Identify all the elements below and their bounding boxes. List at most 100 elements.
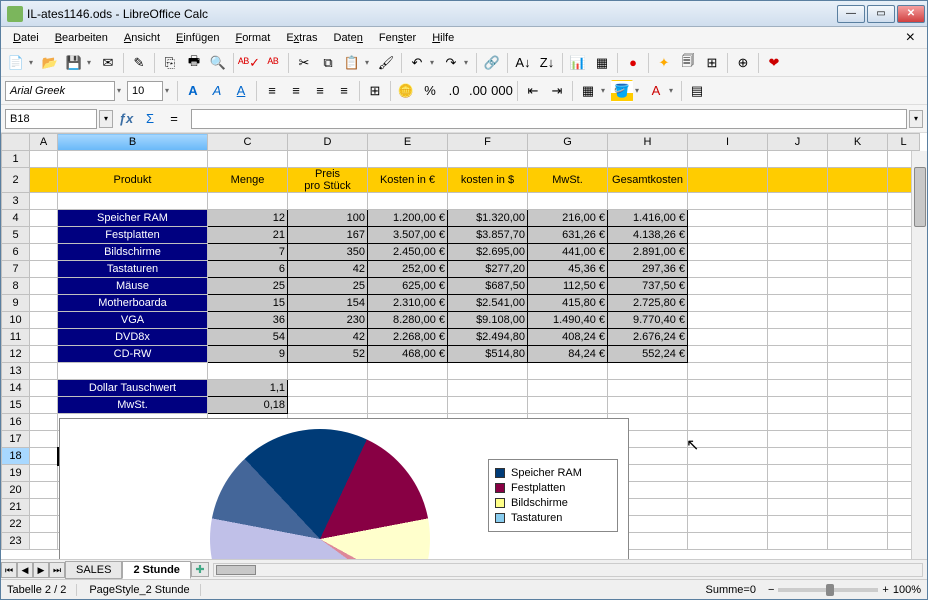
link-icon[interactable]: 🔗 (481, 52, 503, 74)
chart-icon[interactable]: 📊 (567, 52, 589, 74)
row-header-22[interactable]: 22 (2, 516, 30, 533)
col-header-I[interactable]: I (688, 134, 768, 151)
col-header-K[interactable]: K (828, 134, 888, 151)
decimal-del-icon[interactable]: .00 (467, 80, 489, 102)
row-header-13[interactable]: 13 (2, 363, 30, 380)
undo-icon[interactable]: ↶ (406, 52, 428, 74)
edit-icon[interactable]: ✎ (128, 52, 150, 74)
tab-2stunde[interactable]: 2 Stunde (122, 561, 190, 579)
nav-icon[interactable]: ✦ (653, 52, 675, 74)
percent-icon[interactable]: % (419, 80, 441, 102)
currency-icon[interactable]: 🪙 (395, 80, 417, 102)
open-icon[interactable]: 📂 (39, 52, 61, 74)
datasources-icon[interactable]: ⊞ (701, 52, 723, 74)
row-header-3[interactable]: 3 (2, 193, 30, 210)
mail-icon[interactable]: ✉ (97, 52, 119, 74)
equals-icon[interactable]: = (163, 108, 185, 130)
indent-inc-icon[interactable]: ⇥ (546, 80, 568, 102)
menu-format[interactable]: Format (229, 30, 276, 46)
merge-icon[interactable]: ⊞ (364, 80, 386, 102)
row-header-23[interactable]: 23 (2, 533, 30, 550)
horizontal-scrollbar[interactable] (213, 563, 923, 577)
col-header-D[interactable]: D (288, 134, 368, 151)
save-icon[interactable]: 💾 (63, 52, 85, 74)
col-header-E[interactable]: E (368, 134, 448, 151)
tab-prev-icon[interactable]: ◀ (17, 562, 33, 578)
col-header-C[interactable]: C (208, 134, 288, 151)
new-icon[interactable]: 📄 (5, 52, 27, 74)
col-header-L[interactable]: L (888, 134, 920, 151)
doc-close-button[interactable]: × (900, 29, 921, 47)
function-wizard-icon[interactable]: ƒx (115, 108, 137, 130)
bold-icon[interactable]: A (182, 80, 204, 102)
formula-input[interactable] (191, 109, 907, 129)
spellcheck-icon[interactable]: ᴬᴮ✓ (238, 52, 260, 74)
font-size-combo[interactable]: 10 (127, 81, 163, 101)
menu-fenster[interactable]: Fenster (373, 30, 422, 46)
copy-icon[interactable]: ⧉ (317, 52, 339, 74)
bgcolor-icon[interactable]: 🪣 (611, 80, 633, 102)
col-header-B[interactable]: B (58, 134, 208, 151)
align-right-icon[interactable]: ≡ (309, 80, 331, 102)
vertical-scrollbar[interactable] (911, 151, 927, 559)
zoom-slider[interactable] (778, 588, 878, 592)
redo-icon[interactable]: ↷ (440, 52, 462, 74)
borders-icon[interactable]: ▦ (577, 80, 599, 102)
sum-icon[interactable]: Σ (139, 108, 161, 130)
tab-first-icon[interactable]: ⏮ (1, 562, 17, 578)
chart-object[interactable]: Speicher RAMFestplattenBildschirmeTastat… (59, 418, 629, 559)
find-icon[interactable]: ● (622, 52, 644, 74)
sort-asc-icon[interactable]: A↓ (512, 52, 534, 74)
cut-icon[interactable]: ✂ (293, 52, 315, 74)
menu-bearbeiten[interactable]: Bearbeiten (49, 30, 114, 46)
name-box-drop[interactable]: ▾ (99, 110, 113, 128)
col-header-F[interactable]: F (448, 134, 528, 151)
row-header-20[interactable]: 20 (2, 482, 30, 499)
preview-icon[interactable]: 🔍 (207, 52, 229, 74)
col-header-H[interactable]: H (608, 134, 688, 151)
menu-einfuegen[interactable]: Einfügen (170, 30, 225, 46)
gallery-icon[interactable]: 🗐 (677, 52, 699, 74)
row-header-18[interactable]: 18 (2, 448, 30, 465)
row-header-16[interactable]: 16 (2, 414, 30, 431)
autospell-icon[interactable]: ᴬᴮ (262, 52, 284, 74)
row-header-1[interactable]: 1 (2, 151, 30, 168)
sort-desc-icon[interactable]: Z↓ (536, 52, 558, 74)
thousands-icon[interactable]: 000 (491, 80, 513, 102)
close-button[interactable]: ✕ (897, 5, 925, 23)
font-name-combo[interactable]: Arial Greek (5, 81, 115, 101)
col-header-J[interactable]: J (768, 134, 828, 151)
tab-new[interactable]: ✚ (191, 562, 209, 577)
print-icon[interactable]: 🖶 (183, 52, 205, 74)
zoom-out-icon[interactable]: − (768, 584, 774, 596)
menu-extras[interactable]: Extras (280, 30, 323, 46)
zoom-icon[interactable]: ⊕ (732, 52, 754, 74)
align-justify-icon[interactable]: ≡ (333, 80, 355, 102)
align-center-icon[interactable]: ≡ (285, 80, 307, 102)
name-box[interactable]: B18 (5, 109, 97, 129)
fontcolor-icon[interactable]: A (645, 80, 667, 102)
col-header-A[interactable]: A (30, 134, 58, 151)
formatpaint-icon[interactable]: 🖌 (375, 52, 397, 74)
maximize-button[interactable]: ▭ (867, 5, 895, 23)
tab-sales[interactable]: SALES (65, 561, 122, 579)
italic-icon[interactable]: A (206, 80, 228, 102)
menu-ansicht[interactable]: Ansicht (118, 30, 166, 46)
tab-last-icon[interactable]: ⏭ (49, 562, 65, 578)
col-header-G[interactable]: G (528, 134, 608, 151)
underline-icon[interactable]: A (230, 80, 252, 102)
menu-daten[interactable]: Daten (328, 30, 369, 46)
row-header-17[interactable]: 17 (2, 431, 30, 448)
paste-icon[interactable]: 📋 (341, 52, 363, 74)
row-header-19[interactable]: 19 (2, 465, 30, 482)
minimize-button[interactable]: — (837, 5, 865, 23)
decimal-add-icon[interactable]: .0 (443, 80, 465, 102)
pdf-icon[interactable]: ⎘ (159, 52, 181, 74)
indent-dec-icon[interactable]: ⇤ (522, 80, 544, 102)
formula-expand[interactable]: ▾ (909, 110, 923, 128)
menu-hilfe[interactable]: Hilfe (426, 30, 460, 46)
align-left-icon[interactable]: ≡ (261, 80, 283, 102)
zoom-in-icon[interactable]: + (882, 584, 888, 596)
row-header-21[interactable]: 21 (2, 499, 30, 516)
cond-format-icon[interactable]: ▤ (686, 80, 708, 102)
